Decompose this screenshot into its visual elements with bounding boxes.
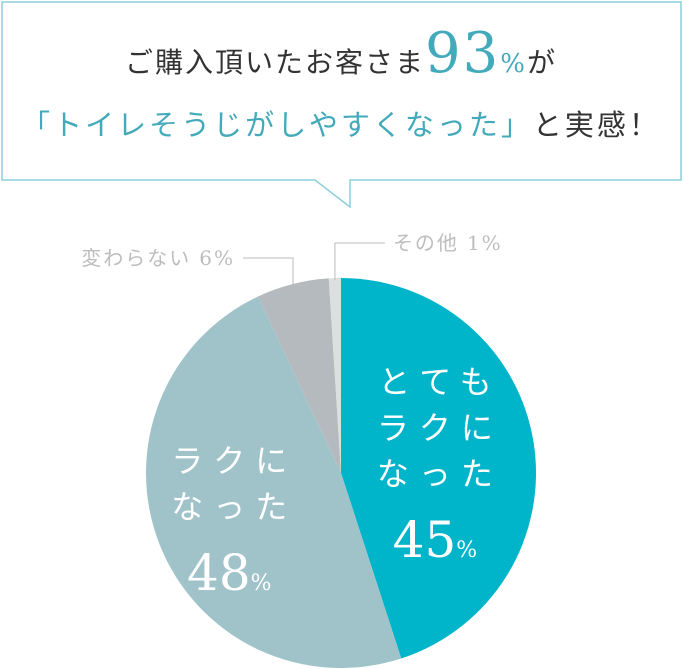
speech-bubble	[1, 1, 682, 209]
slice-category: ラクになった	[171, 442, 298, 527]
value-number: 48	[187, 544, 251, 603]
headline-line-2: 「トイレそうじがしやすくなった」と実感！	[21, 108, 661, 142]
pie-slice	[341, 278, 536, 659]
leader-line	[334, 242, 385, 281]
callout-category: 変わらない	[81, 246, 191, 270]
pie-slice	[328, 278, 341, 473]
headline-line-1: ご購入頂いたお客さま93%が	[125, 21, 557, 86]
headline-number: 93	[425, 21, 500, 86]
callout-unit: %	[214, 246, 235, 270]
leader-line	[243, 257, 294, 287]
callout-value: 6	[199, 246, 214, 270]
slice-label: ラクになった 48%	[159, 438, 299, 602]
value-unit: %	[456, 538, 478, 564]
callout-value: 1	[467, 231, 482, 255]
callout-label: その他 1%	[393, 231, 503, 255]
headline-quote: 「トイレそうじがしやすくなった」	[21, 108, 533, 142]
pie-slice	[257, 278, 341, 473]
value-number: 45	[392, 511, 457, 570]
slice-label: とてもラクになった 45%	[365, 359, 505, 569]
slice-category: とてもラクになった	[376, 363, 503, 494]
headline-unit: %	[500, 49, 527, 79]
headline-text: ご購入頂いたお客さま	[125, 46, 425, 79]
slice-value: 48%	[159, 544, 299, 602]
headline-text: が	[527, 46, 557, 79]
callout-unit: %	[482, 231, 503, 255]
callout-category: その他	[393, 231, 459, 255]
headline-text: と実感！	[533, 108, 661, 142]
slice-value: 45%	[365, 511, 505, 569]
callout-label: 変わらない 6%	[81, 246, 235, 270]
value-unit: %	[250, 571, 272, 597]
pie-slice	[145, 296, 402, 668]
